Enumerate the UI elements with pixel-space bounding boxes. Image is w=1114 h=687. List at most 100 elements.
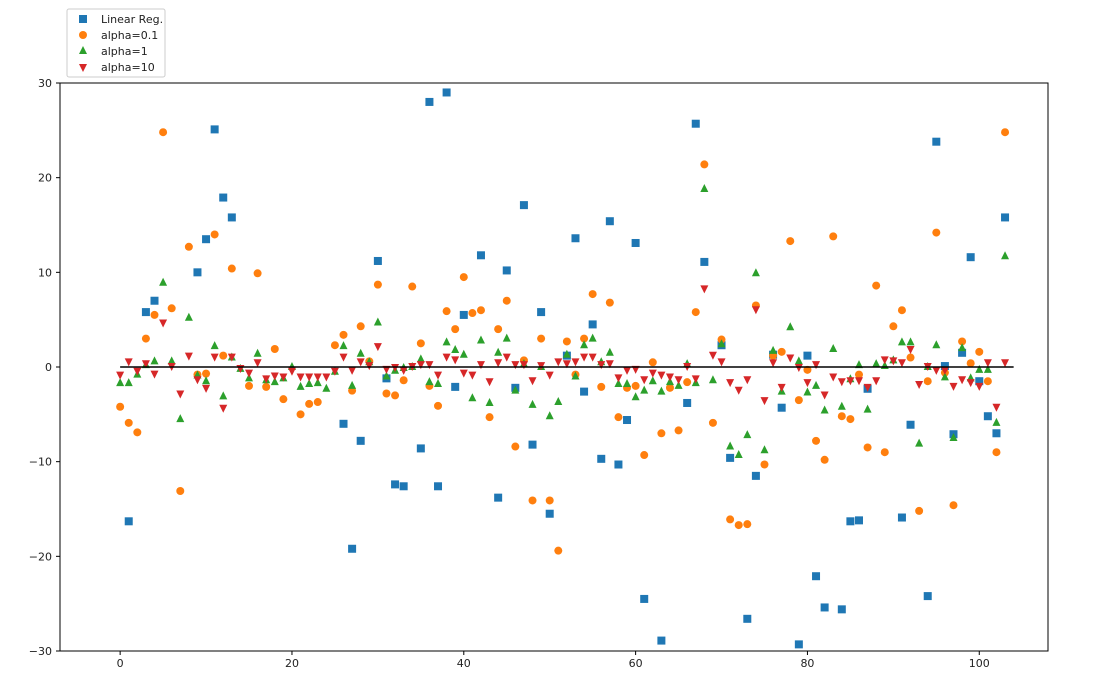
data-point [897,513,906,522]
data-point [339,341,348,350]
legend-label: Linear Reg. [101,13,163,26]
data-point [339,353,348,362]
data-point [502,353,511,362]
data-point [614,374,623,383]
data-point [983,364,992,373]
data-point [631,238,640,247]
data-point [906,353,915,362]
data-point [193,376,202,385]
data-point [691,375,700,384]
data-point [674,376,683,385]
data-point [133,428,142,437]
data-point [245,369,254,378]
data-point [812,572,821,581]
data-point [812,380,821,389]
data-point [348,366,357,375]
data-point [803,379,812,388]
data-point [751,306,760,315]
data-point [915,438,924,447]
series-2 [116,128,1010,555]
data-point [159,128,168,137]
data-point [537,362,546,371]
x-tick-label: 60 [629,657,643,670]
data-point [691,119,700,128]
data-point [631,381,640,390]
data-point [399,482,408,491]
data-point [434,482,443,491]
data-point [751,268,760,277]
data-point [373,280,382,289]
data-point [262,375,271,384]
data-point [425,361,434,370]
data-point [176,390,185,399]
data-point [219,193,228,202]
data-point [726,515,735,524]
data-point [734,450,743,459]
data-point [580,340,589,349]
data-point [528,496,537,505]
data-point [365,362,374,371]
data-point [133,367,142,376]
data-point [958,343,967,352]
data-point [846,377,855,386]
data-point [270,372,279,381]
data-point [983,377,992,386]
y-tick-label: −30 [29,645,52,658]
data-point [605,360,614,369]
data-point [167,356,176,365]
data-point [571,371,580,380]
data-point [949,433,958,441]
data-point [889,357,898,366]
x-tick-label: 40 [457,657,471,670]
data-point [975,347,984,356]
data-point [545,411,554,420]
data-point [975,382,984,391]
data-point [794,640,803,649]
data-point [820,455,829,464]
data-point [571,234,580,243]
series-4 [116,285,1010,413]
data-point [837,412,846,421]
data-point [648,376,657,385]
data-point [184,242,193,251]
data-point [588,333,597,342]
data-point [975,377,984,386]
data-point [554,546,563,555]
data-point [562,349,571,358]
data-point [700,257,709,266]
data-point [373,343,382,352]
data-point [528,440,537,449]
data-point [872,377,881,386]
data-point [124,418,133,427]
data-point [794,396,803,405]
data-point [296,373,305,382]
data-point [202,235,211,244]
data-point [451,382,460,391]
data-point [949,382,958,391]
data-point [648,358,657,367]
data-point [296,381,305,390]
data-point [116,402,125,411]
data-point [803,351,812,360]
axes: 0 20 40 60 80 100 −30 −20 −10 0 10 20 30 [29,77,990,670]
y-tick-label: −20 [29,550,52,563]
data-point [708,351,717,360]
data-point [966,379,975,388]
data-point [786,237,795,246]
data-point [382,365,391,374]
data-point [777,347,786,356]
x-tick-label: 20 [285,657,299,670]
data-point [348,380,357,389]
data-point [459,349,468,358]
data-point [726,379,735,388]
data-point [829,373,838,382]
y-tick-label: −10 [29,456,52,469]
data-point [580,334,589,343]
data-point [665,383,674,392]
data-point [356,436,365,445]
data-point [889,322,898,331]
data-point [829,344,838,353]
data-point [442,307,451,316]
data-point [219,404,228,413]
